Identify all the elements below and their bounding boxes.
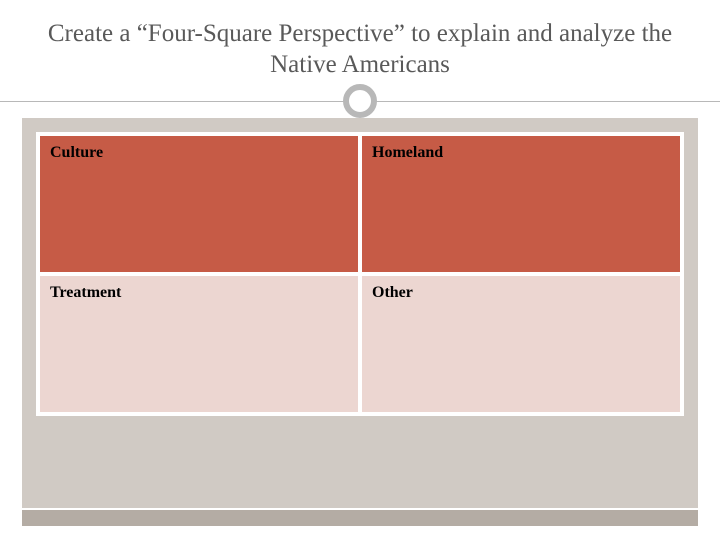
cell-other: Other — [360, 274, 682, 414]
cell-label: Other — [372, 284, 413, 301]
cell-treatment: Treatment — [38, 274, 360, 414]
slide: Create a “Four-Square Perspective” to ex… — [0, 0, 720, 540]
cell-label: Culture — [50, 144, 103, 161]
title-rule — [0, 83, 720, 119]
footer-bar — [22, 510, 698, 526]
cell-label: Homeland — [372, 144, 443, 161]
four-square-grid: Culture Homeland Treatment Other — [36, 132, 684, 416]
cell-label: Treatment — [50, 284, 121, 301]
content-panel: Culture Homeland Treatment Other — [22, 118, 698, 508]
cell-culture: Culture — [38, 134, 360, 274]
cell-homeland: Homeland — [360, 134, 682, 274]
title-area: Create a “Four-Square Perspective” to ex… — [0, 0, 720, 81]
slide-title: Create a “Four-Square Perspective” to ex… — [40, 18, 680, 81]
ring-icon — [343, 84, 377, 118]
